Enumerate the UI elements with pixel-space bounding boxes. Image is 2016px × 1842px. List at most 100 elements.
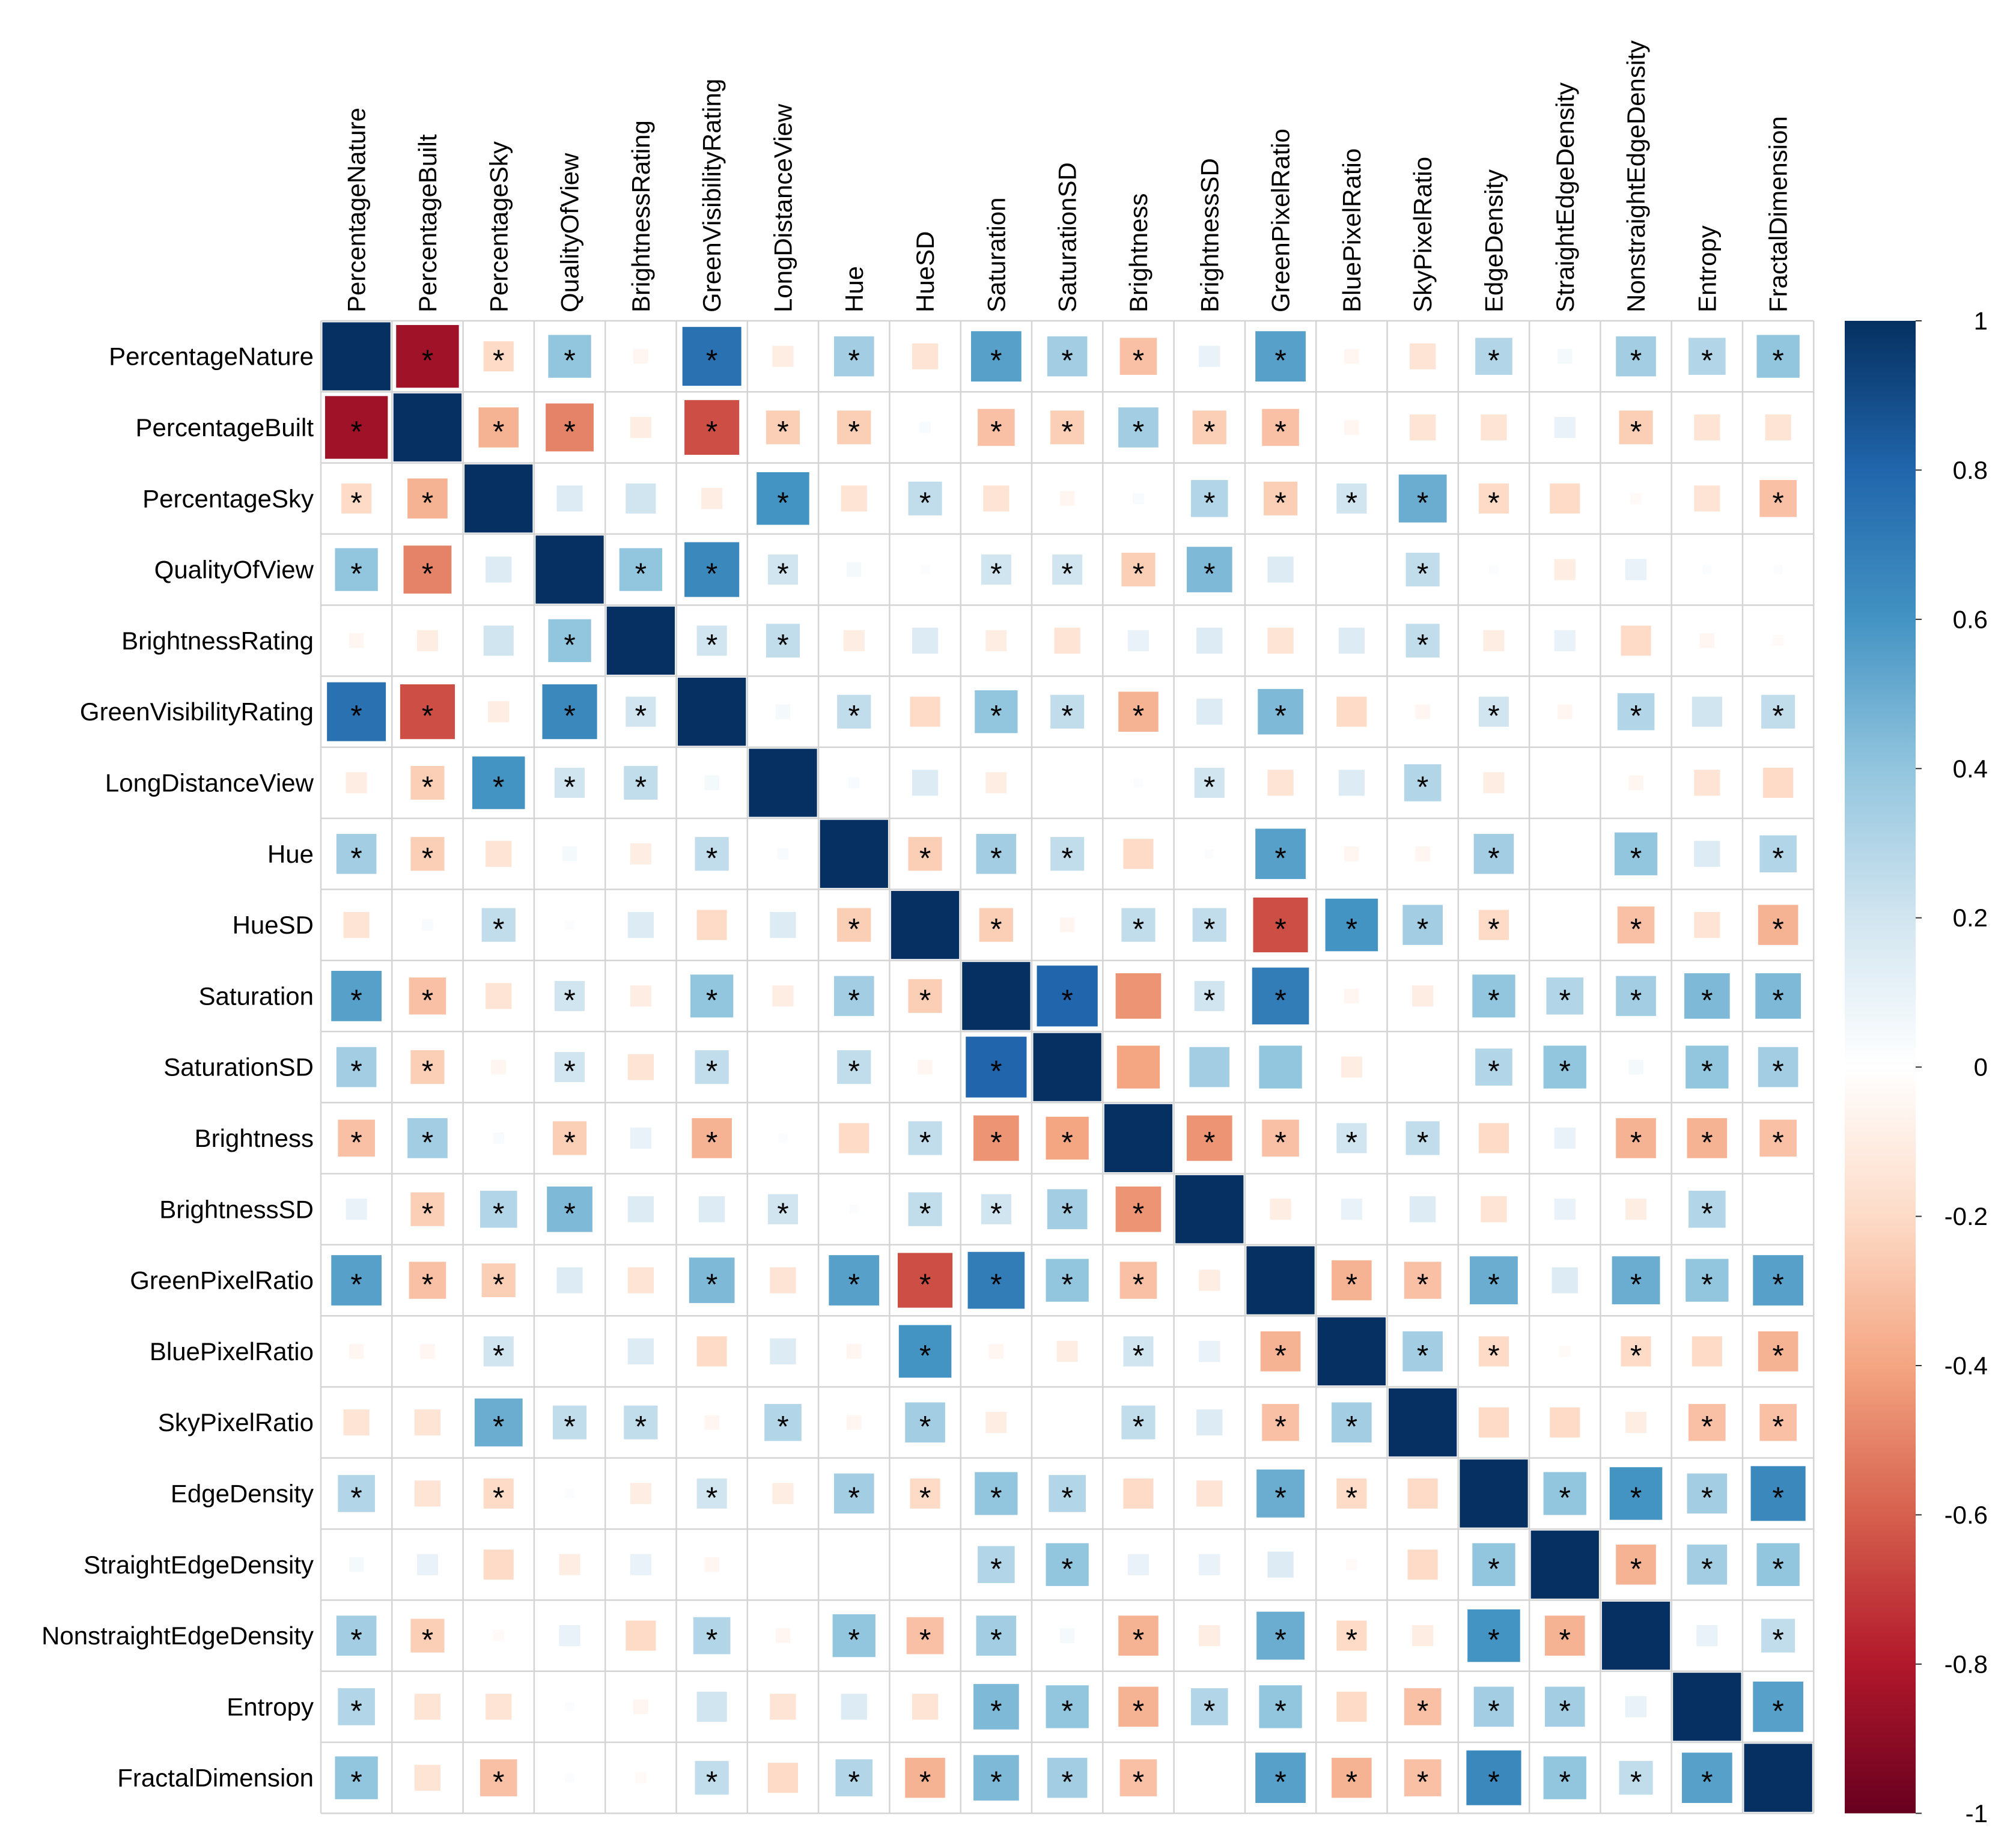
heatmap-cell — [1246, 1245, 1315, 1315]
heatmap-cell — [1409, 1196, 1437, 1223]
colorbar-tick-labels: 1 0.8 0.6 0.4 0.2 0 -0.2 -0.4 -0.6 -0.8 -1 — [1916, 307, 1988, 1828]
significance-star: * — [350, 983, 362, 1017]
heatmap-cell — [392, 392, 463, 463]
heatmap-cell — [335, 1615, 377, 1656]
heatmap-cell — [1255, 828, 1306, 880]
significance-star: * — [1274, 1481, 1286, 1515]
significance-star: * — [1772, 983, 1783, 1017]
heatmap-cell — [769, 1337, 797, 1365]
heatmap-cell — [1752, 1680, 1804, 1733]
significance-star: * — [1701, 1054, 1713, 1088]
heatmap-cell — [1615, 1117, 1657, 1159]
heatmap-cell — [1403, 1688, 1442, 1726]
heatmap-cell — [1258, 1045, 1303, 1089]
heatmap-cell — [1345, 1558, 1358, 1571]
heatmap-cell — [898, 1324, 952, 1379]
heatmap-cell — [408, 1261, 447, 1299]
heatmap-cell — [1059, 917, 1076, 933]
heatmap-cell — [553, 1051, 586, 1083]
significance-star: * — [350, 1481, 362, 1515]
row-label: Entropy — [227, 1692, 314, 1721]
significance-star: * — [564, 628, 575, 661]
heatmap-cell — [558, 1624, 581, 1647]
significance-star: * — [1204, 486, 1215, 520]
significance-star: * — [990, 699, 1002, 733]
heatmap-cell — [1556, 704, 1573, 720]
heatmap-cell — [1119, 337, 1158, 375]
heatmap-cell — [1121, 552, 1156, 588]
column-label: StraightEdgeDensity — [1551, 82, 1579, 312]
heatmap-cell — [1549, 1406, 1581, 1438]
significance-star: * — [1204, 415, 1215, 448]
significance-star: * — [1133, 699, 1144, 733]
heatmap-cell — [819, 819, 889, 889]
significance-star: * — [1701, 344, 1713, 377]
heatmap-cell — [1473, 1686, 1515, 1728]
column-label: FractalDimension — [1764, 116, 1792, 312]
heatmap-cell — [1756, 334, 1800, 378]
column-label: BrightnessRating — [627, 120, 655, 312]
significance-star: * — [990, 841, 1002, 875]
significance-star: * — [1772, 486, 1783, 520]
row-labels: PercentageNature PercentageBuilt Percentag… — [41, 342, 314, 1792]
significance-star: * — [919, 1339, 931, 1372]
heatmap-cell — [1618, 410, 1654, 445]
heatmap-cell — [1255, 1752, 1306, 1804]
heatmap-cell — [1050, 694, 1085, 729]
column-labels: PercentageNature PercentageBuilt Percentag… — [343, 40, 1792, 312]
significance-star: * — [422, 983, 433, 1017]
significance-star: * — [1346, 486, 1357, 520]
significance-star: * — [777, 628, 788, 661]
heatmap-cell — [545, 403, 594, 452]
heatmap-cell — [1267, 1551, 1294, 1578]
significance-star: * — [919, 983, 931, 1017]
heatmap-cell — [1036, 965, 1098, 1027]
heatmap-cell — [838, 1122, 870, 1154]
heatmap-cell — [847, 776, 860, 789]
heatmap-cell — [1127, 629, 1150, 652]
heatmap-cell — [1530, 1530, 1600, 1599]
significance-star: * — [1417, 1765, 1428, 1799]
heatmap-cell — [970, 330, 1022, 383]
heatmap-cell — [1405, 552, 1440, 588]
heatmap-cell — [1344, 988, 1360, 1005]
heatmap-cell — [832, 1613, 876, 1658]
heatmap-cell — [1198, 1553, 1221, 1576]
heatmap-cell — [1116, 1045, 1161, 1089]
heatmap-cell — [1686, 1473, 1728, 1515]
significance-star: * — [350, 1054, 362, 1088]
heatmap-cell — [1252, 896, 1309, 953]
heatmap-cell — [1686, 1543, 1728, 1585]
heatmap-cell — [840, 1693, 868, 1721]
significance-star: * — [1133, 557, 1144, 591]
significance-star: * — [1701, 1197, 1713, 1230]
significance-star: * — [990, 557, 1002, 591]
heatmap-cell — [985, 629, 1008, 652]
heatmap-cell — [1672, 1672, 1742, 1742]
significance-star: * — [350, 699, 362, 733]
column-label: SkyPixelRatio — [1408, 157, 1437, 312]
heatmap-cell — [629, 985, 652, 1008]
heatmap-cell — [421, 919, 434, 931]
significance-star: * — [564, 1054, 575, 1088]
heatmap-cell — [1466, 1749, 1522, 1806]
heatmap-cell — [765, 623, 801, 658]
heatmap-cell — [334, 1755, 379, 1800]
heatmap-cell — [1412, 985, 1434, 1008]
significance-star: * — [350, 415, 362, 448]
heatmap-cell — [1344, 845, 1360, 862]
heatmap-cell — [1771, 634, 1785, 647]
heatmap-cell — [1693, 911, 1721, 939]
column-label: PercentageBuilt — [413, 134, 442, 312]
significance-star: * — [1061, 1481, 1073, 1515]
significance-star: * — [493, 1765, 504, 1799]
heatmap-cell — [1336, 1620, 1368, 1652]
colorbar-tick-label: 1 — [1974, 307, 1988, 335]
significance-star: * — [848, 699, 860, 733]
significance-star: * — [1772, 1410, 1783, 1444]
significance-star: * — [1559, 1054, 1571, 1088]
heatmap-cell — [1402, 1331, 1443, 1372]
heatmap-cell — [1764, 413, 1792, 442]
significance-star: * — [1133, 1268, 1144, 1301]
heatmap-cell — [1759, 834, 1797, 874]
